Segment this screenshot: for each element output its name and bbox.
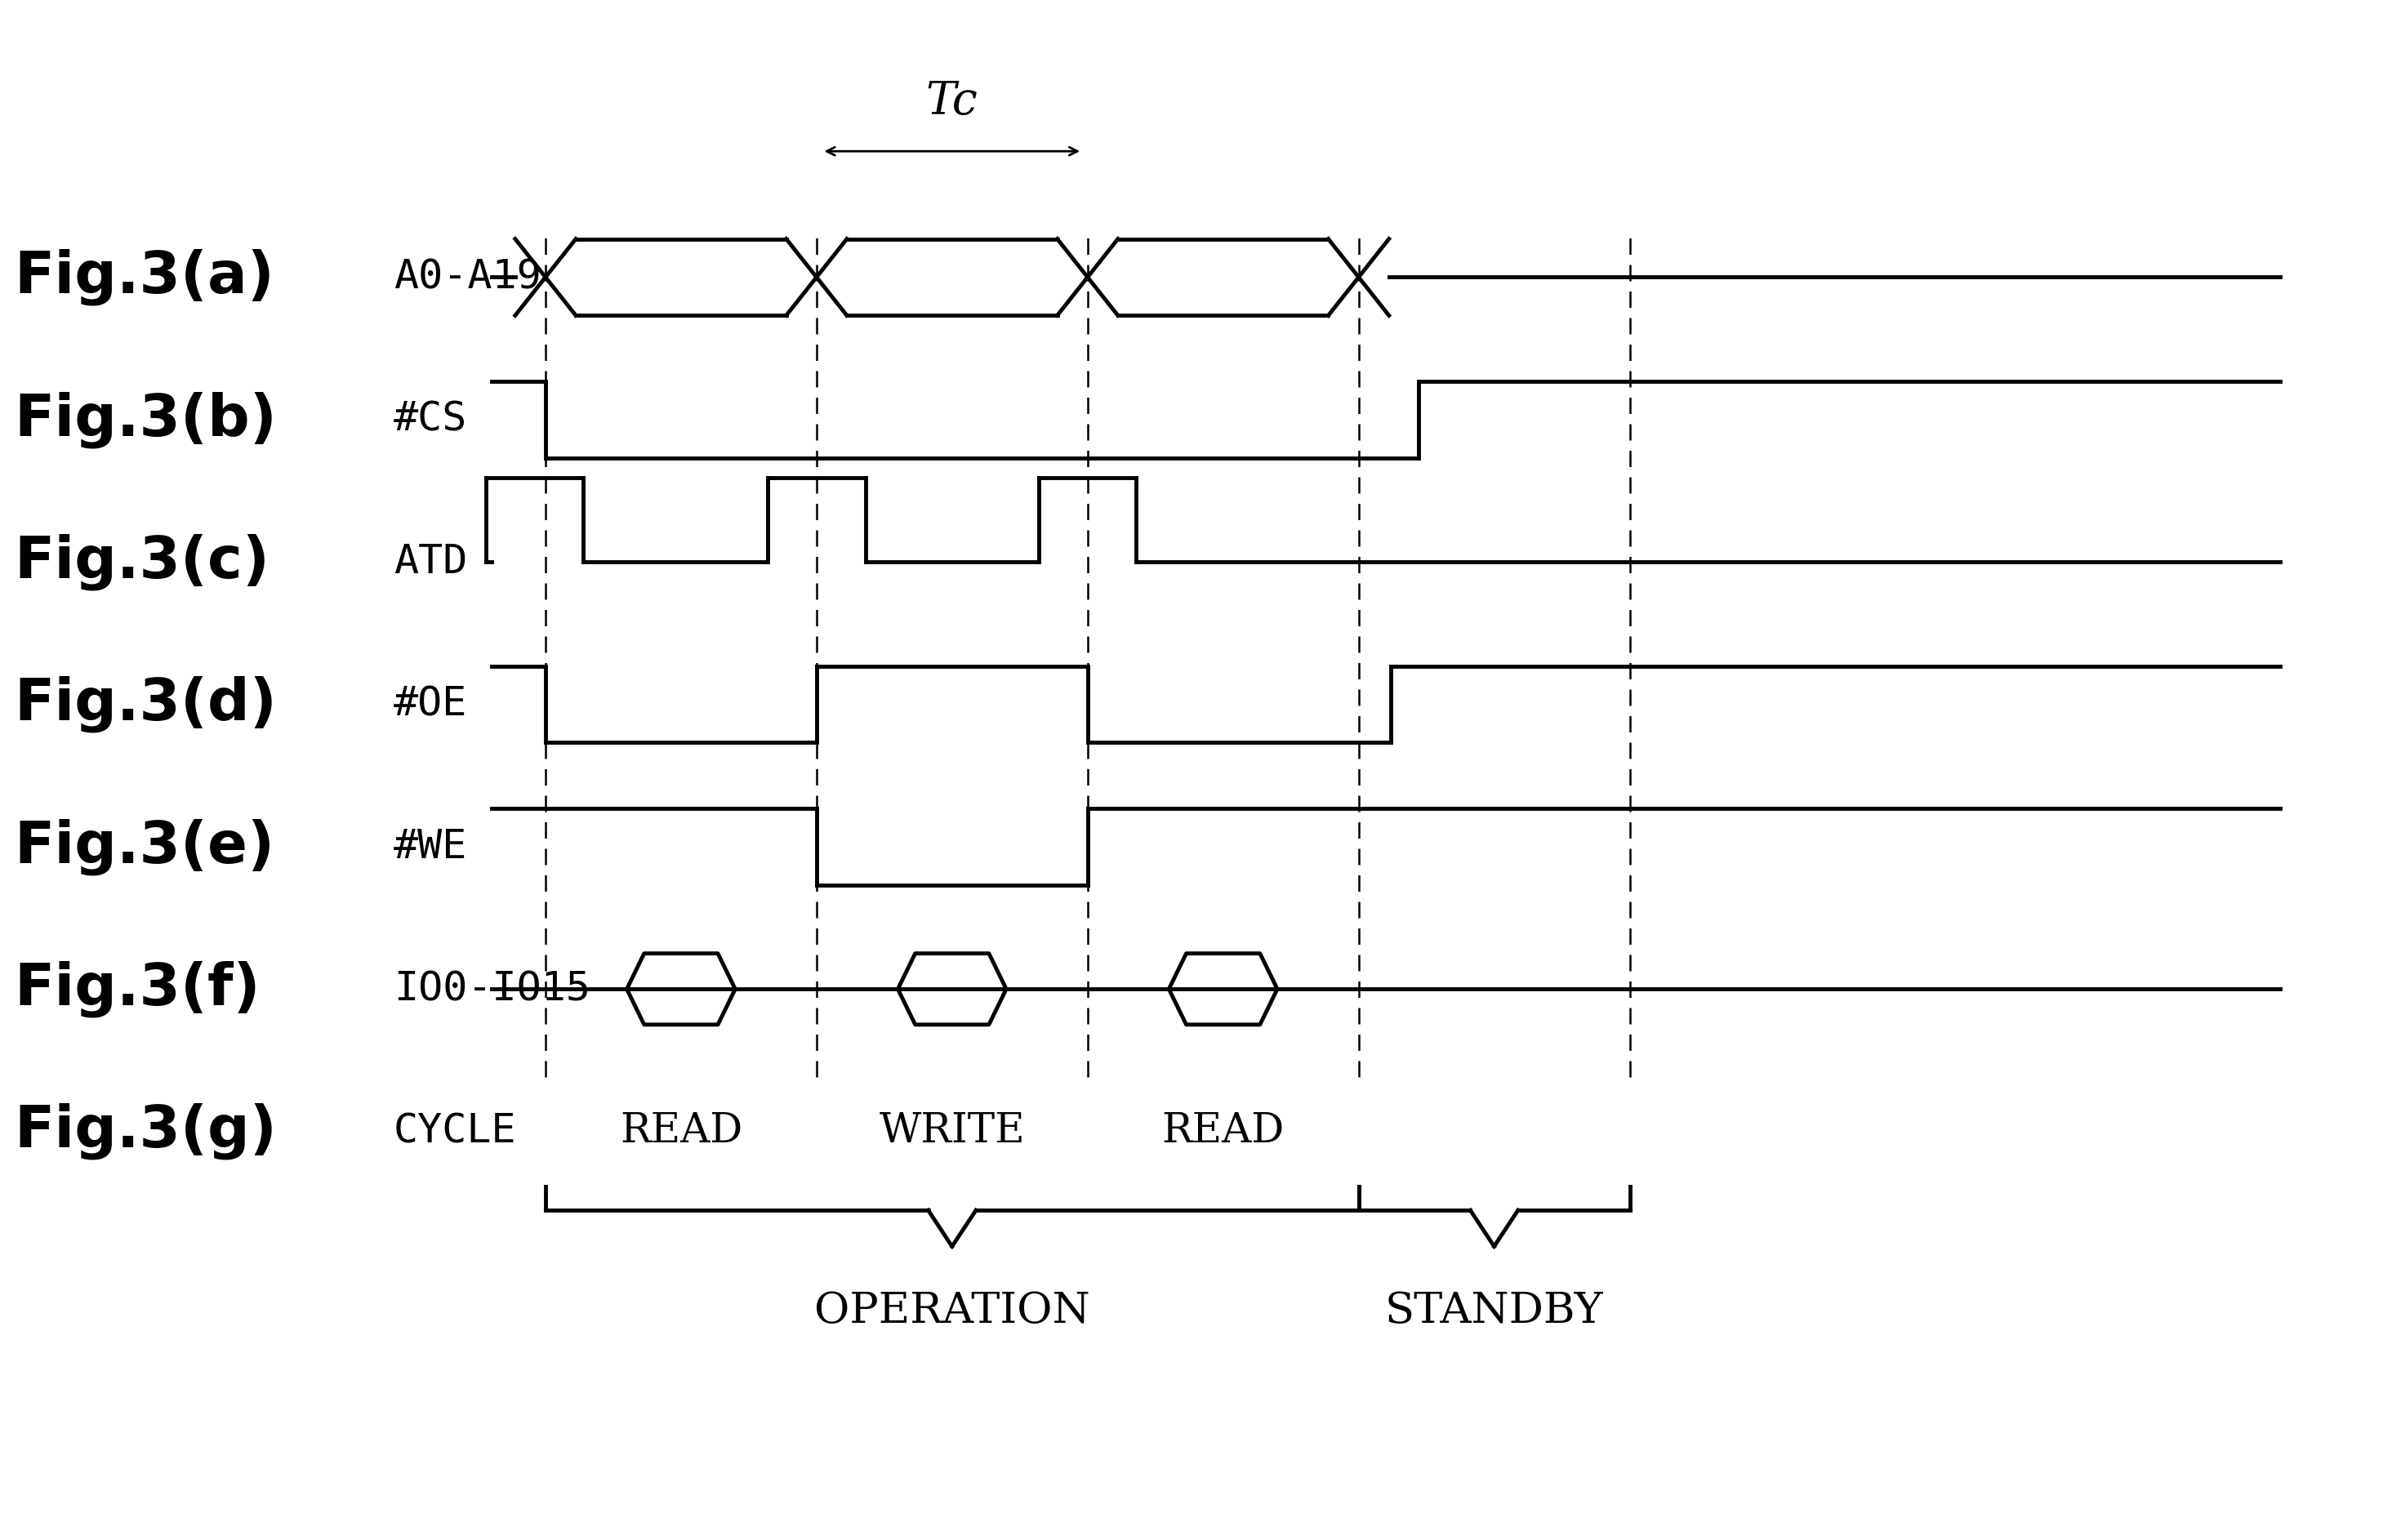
Text: CYCLE: CYCLE xyxy=(395,1112,517,1150)
Text: Tc: Tc xyxy=(926,79,978,123)
Text: #OE: #OE xyxy=(395,685,466,724)
Text: READ: READ xyxy=(1163,1112,1285,1152)
Text: #WE: #WE xyxy=(395,827,466,867)
Text: Fig.3(c): Fig.3(c) xyxy=(14,533,270,590)
Text: WRITE: WRITE xyxy=(880,1112,1026,1152)
Text: Fig.3(e): Fig.3(e) xyxy=(14,818,275,875)
Text: #CS: #CS xyxy=(395,400,466,439)
Text: OPERATION: OPERATION xyxy=(813,1291,1091,1332)
Text: Fig.3(f): Fig.3(f) xyxy=(14,961,261,1018)
Text: READ: READ xyxy=(620,1112,742,1152)
Text: ATD: ATD xyxy=(395,542,466,582)
Text: Fig.3(g): Fig.3(g) xyxy=(14,1103,277,1160)
Text: Fig.3(d): Fig.3(d) xyxy=(14,676,277,733)
Text: A0-A19: A0-A19 xyxy=(395,257,541,297)
Text: IO0-IO15: IO0-IO15 xyxy=(395,970,591,1009)
Text: Fig.3(a): Fig.3(a) xyxy=(14,249,275,305)
Text: Fig.3(b): Fig.3(b) xyxy=(14,391,277,448)
Text: STANDBY: STANDBY xyxy=(1385,1291,1603,1332)
